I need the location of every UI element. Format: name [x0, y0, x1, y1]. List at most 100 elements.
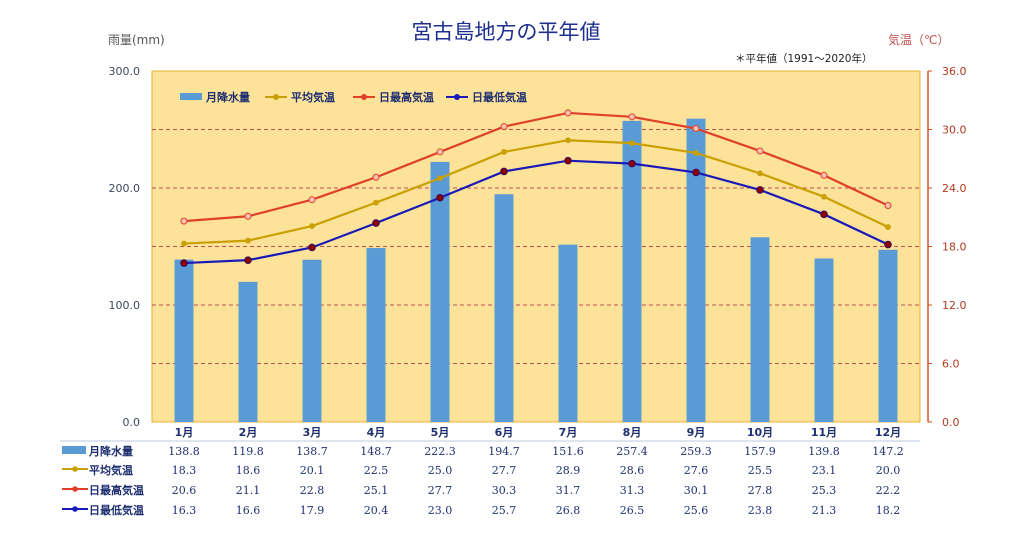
line-point-1-8 [629, 140, 635, 147]
bar-5 [430, 161, 450, 422]
bar-3 [302, 259, 322, 422]
table-value: 21.3 [812, 504, 837, 517]
table-value: 28.9 [556, 464, 581, 477]
line-point-2-11 [820, 171, 828, 179]
left-axis-title: 雨量(mm) [108, 33, 165, 47]
line-point-2-12 [884, 202, 892, 210]
table-value: 31.7 [556, 484, 581, 497]
table-value: 20.6 [172, 484, 197, 497]
line-series-3 [183, 159, 889, 265]
left-tick-label: 200.0 [109, 182, 141, 195]
bar-11 [814, 258, 834, 422]
legend-label: 月降水量 [205, 90, 250, 104]
line-point-3-1 [180, 259, 188, 267]
table-value: 31.3 [620, 484, 645, 497]
right-tick-label: 18.0 [942, 241, 967, 254]
line-point-3-2 [244, 256, 252, 264]
table-value: 25.5 [748, 464, 773, 477]
table-value: 25.3 [812, 484, 837, 497]
line-point-1-1 [181, 240, 187, 247]
line-point-3-9 [692, 168, 700, 177]
table-key-bar [62, 446, 86, 454]
line-point-1-11 [821, 193, 827, 200]
table-value: 23.8 [748, 504, 773, 517]
table-key-marker [72, 486, 78, 492]
chart-title: 宮古島地方の平年値 [412, 20, 601, 44]
legend: 月降水量 平均気温 日最高気温 日最低気温 [180, 90, 527, 104]
x-tick-label: 2月 [239, 426, 258, 439]
table-value: 20.1 [300, 464, 325, 477]
line-point-1-6 [501, 149, 507, 155]
table-value: 22.5 [364, 464, 389, 477]
table-value: 27.7 [492, 464, 517, 477]
line-point-3-11 [820, 210, 828, 219]
line-point-3-12 [884, 240, 892, 249]
table-value: 18.3 [172, 464, 197, 477]
line-point-1-7 [565, 137, 571, 144]
table-row-label: 日最高気温 [89, 483, 144, 497]
table-value: 30.1 [684, 484, 709, 497]
table-value: 138.8 [168, 445, 200, 458]
bar-2 [238, 281, 258, 422]
line-point-2-10 [756, 147, 764, 155]
table-key-marker [72, 506, 78, 512]
line-point-3-10 [756, 186, 764, 194]
normal-period-note: ＊平年値（1991～2020年） [735, 52, 872, 65]
bar-10 [750, 237, 770, 422]
line-point-1-12 [885, 224, 891, 230]
table-value: 20.4 [364, 504, 389, 517]
line-point-3-5 [436, 193, 444, 202]
table-row-label: 日最低気温 [89, 503, 144, 517]
table-value: 259.3 [680, 445, 712, 458]
line-series-1 [183, 139, 889, 245]
table-value: 151.6 [552, 445, 584, 458]
x-tick-label: 4月 [367, 426, 386, 439]
line-point-2-6 [500, 123, 508, 131]
table-value: 26.5 [620, 504, 645, 517]
table-value: 25.7 [492, 504, 517, 517]
x-tick-label: 6月 [495, 426, 514, 439]
right-tick-label: 12.0 [942, 299, 967, 312]
table-value: 222.3 [424, 445, 456, 458]
line-point-2-1 [180, 217, 188, 225]
line-point-3-3 [308, 243, 316, 252]
legend-swatch-bar [180, 93, 202, 100]
bar-6 [494, 194, 514, 422]
x-tick-label: 11月 [811, 426, 837, 439]
table-row-label: 月降水量 [88, 444, 133, 458]
table-value: 194.7 [488, 445, 520, 458]
table-value: 20.0 [876, 464, 901, 477]
table-value: 27.7 [428, 484, 453, 497]
line-series-2 [183, 111, 889, 223]
table-value: 21.1 [236, 484, 261, 497]
table-value: 157.9 [744, 445, 776, 458]
line-point-2-5 [436, 148, 444, 156]
data-table: 月降水量 138.8 119.8 138.7 148.7 222.3 194.7 151.6 2… [60, 440, 920, 517]
bar-1 [174, 259, 194, 422]
line-point-3-8 [628, 159, 636, 168]
x-tick-label: 1月 [175, 426, 194, 439]
left-tick-label: 100.0 [109, 299, 141, 312]
left-tick-label: 0.0 [123, 416, 141, 429]
line-point-2-4 [372, 173, 380, 181]
bar-9 [686, 118, 706, 422]
line-point-2-3 [308, 196, 316, 204]
table-value: 16.6 [236, 504, 261, 517]
table-key-marker [72, 466, 78, 472]
left-tick-label: 300.0 [109, 65, 141, 78]
line-point-1-3 [309, 223, 315, 229]
line-point-1-2 [245, 237, 251, 244]
table-value: 27.8 [748, 484, 773, 497]
bar-series [174, 118, 898, 422]
table-value: 25.6 [684, 504, 709, 517]
legend-label: 日最高気温 [379, 90, 434, 104]
line-point-1-4 [373, 199, 379, 206]
right-tick-label: 24.0 [942, 182, 967, 195]
table-value: 139.8 [808, 445, 840, 458]
grid-lines [152, 129, 920, 364]
table-value: 119.8 [232, 445, 264, 458]
bar-12 [878, 249, 898, 422]
table-value: 30.3 [492, 484, 517, 497]
axes: 0.0 100.0 200.0 300.0 0.0 6.0 12.0 18.0 24.0 30.0… [109, 65, 967, 439]
line-point-1-10 [757, 170, 763, 177]
